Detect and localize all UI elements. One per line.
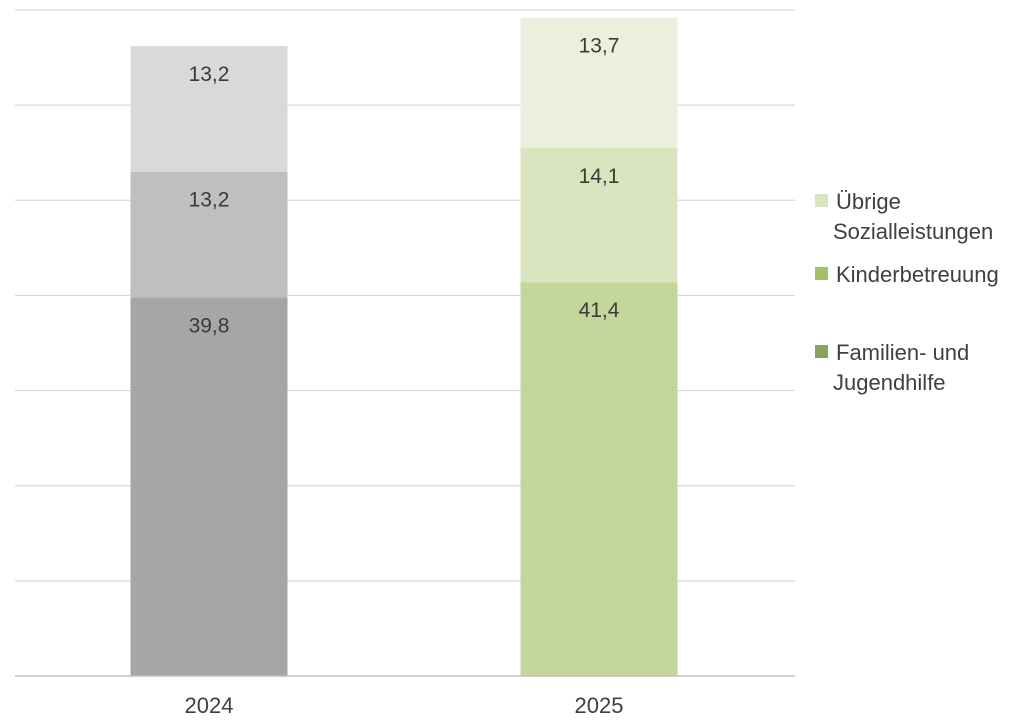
legend-label: Übrige xyxy=(836,189,901,214)
bar-segment xyxy=(520,17,678,148)
legend-label: Sozialleistungen xyxy=(833,219,993,244)
bars: 39,8 13,2 13,2 41,4 14,1 13,7 xyxy=(130,17,678,676)
legend-swatch xyxy=(815,345,828,358)
legend-label: Familien- und xyxy=(836,340,969,365)
x-tick-label: 2024 xyxy=(185,693,234,718)
data-label: 13,2 xyxy=(189,189,230,212)
legend-item: Kinderbetreuung xyxy=(815,262,999,287)
legend-item: Familien- und Jugendhilfe xyxy=(815,340,969,395)
bar-stack-2025: 41,4 14,1 13,7 xyxy=(520,17,678,676)
x-tick-labels: 2024 2025 xyxy=(185,693,624,718)
legend: Übrige Sozialleistungen Kinderbetreuung Fam… xyxy=(815,189,999,395)
legend-label: Kinderbetreuung xyxy=(836,262,999,287)
data-label: 39,8 xyxy=(189,314,230,337)
legend-swatch xyxy=(815,267,828,280)
legend-item: Übrige Sozialleistungen xyxy=(815,189,993,244)
legend-label: Jugendhilfe xyxy=(833,370,946,395)
data-label: 14,1 xyxy=(579,165,620,188)
bar-stack-2024: 39,8 13,2 13,2 xyxy=(130,46,288,676)
bar-segment xyxy=(520,282,678,676)
data-label: 13,7 xyxy=(579,35,620,58)
bar-segment xyxy=(520,147,678,283)
x-tick-label: 2025 xyxy=(575,693,624,718)
data-label: 13,2 xyxy=(189,63,230,86)
bar-segment xyxy=(130,171,288,298)
bar-segment xyxy=(130,46,288,172)
legend-swatch xyxy=(815,194,828,207)
bar-segment xyxy=(130,297,288,676)
data-label: 41,4 xyxy=(579,299,620,322)
